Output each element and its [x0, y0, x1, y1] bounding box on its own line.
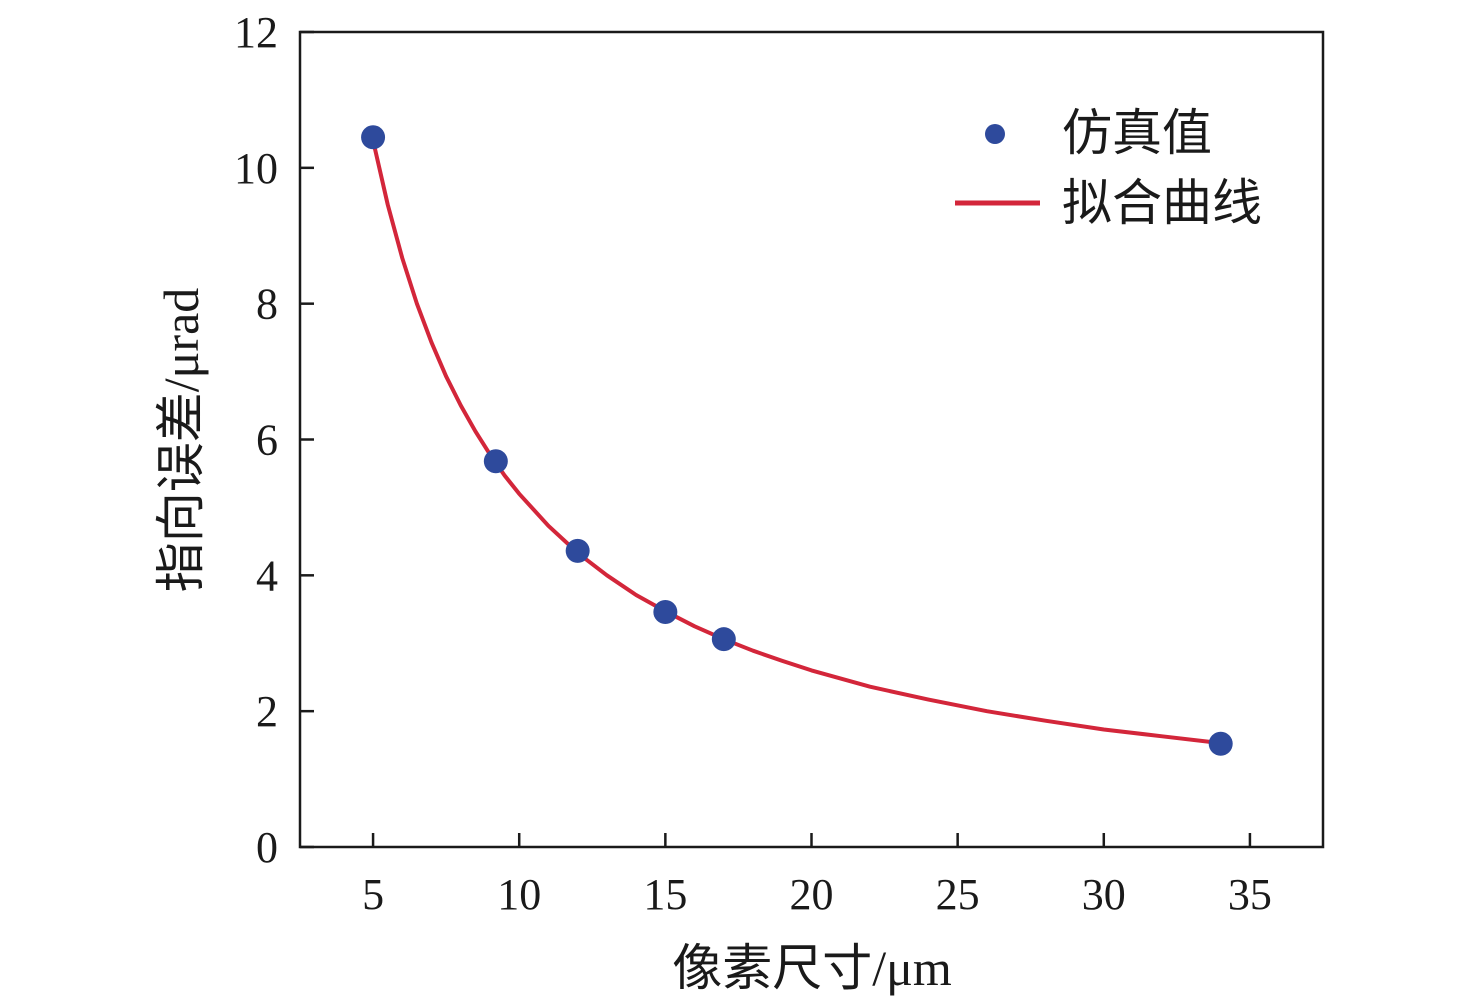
- y-tick-label: 4: [256, 551, 278, 600]
- x-tick-label: 10: [497, 870, 541, 919]
- data-point: [653, 600, 678, 625]
- y-axis-title: 指向误差/μrad: [153, 288, 209, 593]
- data-point: [565, 538, 590, 563]
- x-tick-label: 20: [790, 870, 834, 919]
- x-tick-label: 25: [936, 870, 980, 919]
- x-tick-label: 30: [1082, 870, 1126, 919]
- y-tick-label: 6: [256, 416, 278, 465]
- y-tick-label: 2: [256, 687, 278, 736]
- x-tick-label: 15: [643, 870, 687, 919]
- x-tick-label: 35: [1228, 870, 1272, 919]
- y-tick-label: 8: [256, 280, 278, 329]
- data-point: [1208, 731, 1233, 756]
- fit-curve-line: [371, 138, 1223, 746]
- legend-marker-simulated: [985, 124, 1005, 144]
- data-point: [483, 449, 508, 474]
- legend-label-simulated: 仿真值: [1062, 105, 1212, 161]
- y-tick-label: 10: [234, 144, 278, 193]
- data-point: [711, 627, 736, 652]
- x-axis: 5 10 15 20 25 30 35: [362, 833, 1272, 919]
- simulated-points: [361, 125, 1233, 756]
- legend: 仿真值 拟合曲线: [955, 105, 1262, 231]
- y-tick-label: 0: [256, 823, 278, 872]
- x-axis-title: 像素尺寸/μm: [672, 940, 952, 996]
- data-point: [361, 125, 386, 150]
- legend-label-fit: 拟合曲线: [1062, 175, 1262, 231]
- y-tick-label: 12: [234, 8, 278, 57]
- y-axis: 0 2 4 6 8 10 12: [234, 8, 314, 872]
- x-tick-label: 5: [362, 870, 384, 919]
